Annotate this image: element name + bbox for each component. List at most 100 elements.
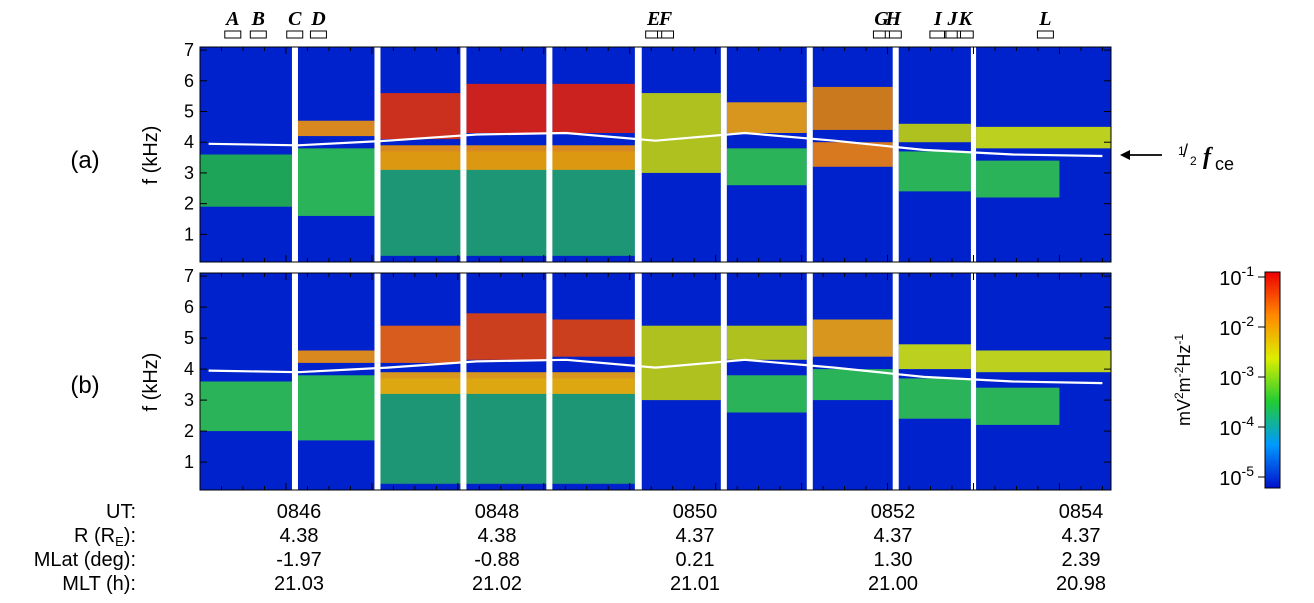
colorbar: 10-1 10-2 10-3 10-4 10-5 mV2m-2Hz-1 [1172, 263, 1281, 490]
panel-a: 1 2 3 4 5 6 7 (a) f (kHz) [70, 40, 1112, 263]
pa-band-7 [380, 145, 635, 170]
event-marker-label-J: J [946, 8, 958, 30]
pa-ytick-label-1: 1 [184, 224, 194, 244]
pa-band-2 [297, 120, 375, 137]
time-r-4: 4.37 [1062, 525, 1101, 547]
pa-gap-1 [374, 47, 381, 262]
time-r-1: 4.38 [478, 525, 517, 547]
pb-ytick-label-6: 6 [184, 297, 194, 317]
row-title-r: R (RE): [74, 525, 136, 549]
colorbar-unit-label: mV2m-2Hz-1 [1172, 334, 1194, 426]
event-marker-box-F [657, 30, 675, 39]
pb-band-14 [898, 378, 971, 419]
pa-gap-6 [806, 47, 813, 262]
time-ut-1: 0848 [475, 501, 520, 523]
time-mlt-2: 21.01 [670, 573, 720, 595]
colorbar-gradient [1264, 271, 1281, 489]
pb-gap-5 [720, 273, 727, 490]
pa-ytick-label-7: 7 [184, 40, 194, 60]
fce-prefix-numerator: 1 [1178, 144, 1185, 158]
pb-band-6 [380, 378, 635, 484]
pb-gap-1 [374, 273, 381, 490]
pb-band-10 [726, 375, 807, 413]
event-marker-box-H [884, 30, 902, 39]
pb-gap-7 [892, 273, 899, 490]
panel-b-x-ticks [199, 273, 1103, 490]
pb-band-11 [812, 319, 893, 357]
time-r-3: 4.37 [874, 525, 913, 547]
pa-ytick-label-5: 5 [184, 102, 194, 122]
pb-band-0 [200, 381, 292, 432]
event-marker-box-D [309, 30, 327, 39]
event-marker-label-G: G [874, 8, 889, 30]
pa-ytick-label-4: 4 [184, 132, 194, 152]
pa-band-16 [976, 160, 1060, 198]
panel-b-half-fce-line [208, 358, 1103, 385]
pb-band-5 [552, 319, 635, 357]
event-marker-label-I: I [933, 8, 943, 30]
event-marker-label-H: H [884, 8, 902, 30]
pb-band-4 [466, 313, 547, 360]
time-mlt-0: 21.03 [274, 573, 324, 595]
pb-gap-6 [806, 273, 813, 490]
event-marker-box-G [872, 30, 890, 39]
pb-band-7 [380, 372, 635, 394]
pb-ytick-label-3: 3 [184, 390, 194, 410]
time-mlat-4: 2.39 [1062, 549, 1101, 571]
event-marker-box-B [249, 30, 267, 39]
event-marker-box-K [956, 30, 974, 39]
panel-b-frame [199, 272, 1112, 491]
panel-a-x-ticks [199, 47, 1103, 262]
time-mlat-1: -0.88 [474, 549, 520, 571]
event-marker-label-E: E [646, 8, 660, 30]
pa-ytick-label-6: 6 [184, 71, 194, 91]
fce-subscript: ce [1215, 154, 1234, 174]
pb-gap-8 [970, 273, 977, 490]
pa-gap-2 [460, 47, 467, 262]
panel-a-data-gaps [291, 47, 977, 262]
pb-ytick-label-1: 1 [184, 452, 194, 472]
pb-gap-2 [460, 273, 467, 490]
panel-b-y-axis: 1 2 3 4 5 6 7 [184, 266, 1111, 472]
pa-band-1 [297, 148, 375, 216]
time-mlt-3: 21.00 [868, 573, 918, 595]
event-marker-label-L: L [1038, 8, 1051, 30]
time-mlat-3: 1.30 [874, 549, 913, 571]
pa-band-9 [726, 102, 807, 133]
pb-gap-0 [291, 273, 298, 490]
event-marker-label-C: C [288, 8, 302, 30]
panel-a-y-axis: 1 2 3 4 5 6 7 [184, 40, 1111, 244]
pa-ytick-label-2: 2 [184, 194, 194, 214]
fce-slash: / [1183, 141, 1188, 161]
pa-band-15 [976, 126, 1111, 149]
panel-a-y-axis-label: f (kHz) [140, 126, 162, 185]
pa-gap-7 [892, 47, 899, 262]
pa-band-11 [812, 86, 893, 130]
panel-a-half-fce-line [208, 131, 1103, 158]
pb-band-15 [976, 350, 1111, 373]
pa-gap-0 [291, 47, 298, 262]
time-ut-0: 0846 [277, 501, 322, 523]
time-ut-2: 0850 [673, 501, 718, 523]
time-columns: 08464.38-1.9721.0308484.38-0.8821.020850… [274, 501, 1106, 595]
pb-band-2 [297, 350, 375, 363]
time-r-2: 4.37 [676, 525, 715, 547]
pa-ytick-label-3: 3 [184, 163, 194, 183]
time-r-0: 4.38 [280, 525, 319, 547]
event-marker-box-A [224, 30, 242, 39]
pb-band-13 [898, 344, 971, 370]
panel-b: 1 2 3 4 5 6 7 (b) f (kHz) [70, 266, 1112, 491]
colorbar-ticks: 10-1 10-2 10-3 10-4 10-5 [1219, 263, 1265, 490]
event-marker-box-C [286, 30, 304, 39]
panel-a-label: (a) [70, 147, 99, 174]
arrow-head-icon [1120, 150, 1130, 160]
row-title-ut: UT: [106, 501, 136, 523]
panel-b-data-gaps [291, 273, 977, 490]
panel-b-y-axis-label: f (kHz) [140, 353, 162, 412]
pa-band-0 [200, 154, 292, 207]
pb-ytick-label-5: 5 [184, 328, 194, 348]
event-marker-box-E [645, 30, 663, 39]
cbar-label--2: 10-2 [1219, 313, 1254, 340]
pb-band-3 [380, 325, 461, 363]
cbar-label--5: 10-5 [1219, 463, 1254, 490]
